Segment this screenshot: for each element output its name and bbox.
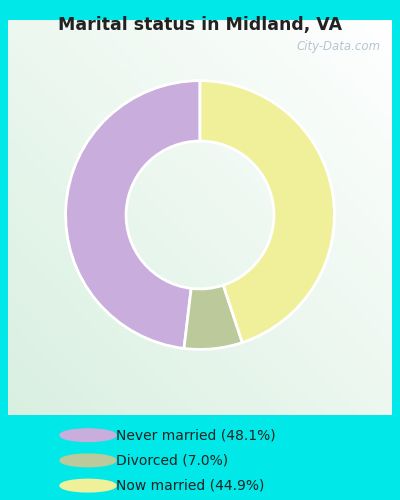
Circle shape — [60, 429, 116, 442]
Wedge shape — [66, 80, 200, 348]
Wedge shape — [200, 80, 334, 342]
Text: Marital status in Midland, VA: Marital status in Midland, VA — [58, 16, 342, 34]
Text: Now married (44.9%): Now married (44.9%) — [116, 478, 264, 492]
Text: Never married (48.1%): Never married (48.1%) — [116, 428, 276, 442]
Text: City-Data.com: City-Data.com — [296, 40, 380, 52]
Circle shape — [60, 454, 116, 466]
Wedge shape — [184, 285, 242, 350]
Circle shape — [60, 480, 116, 492]
Text: Divorced (7.0%): Divorced (7.0%) — [116, 454, 228, 468]
